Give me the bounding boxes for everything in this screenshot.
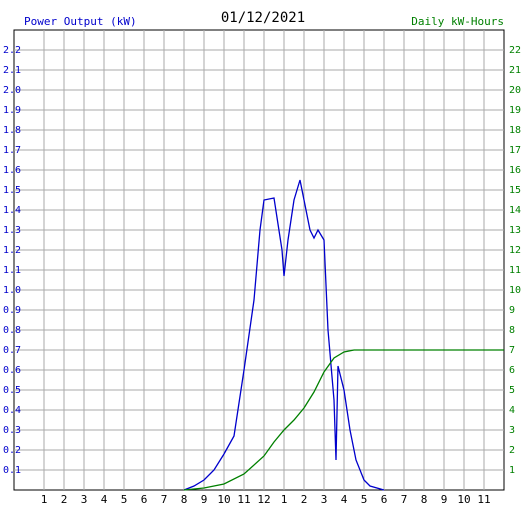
y-tick-label: 0.5 [3, 385, 21, 396]
y2-tick-label: 7 [509, 345, 515, 356]
y-tick-label: 1.3 [3, 225, 21, 236]
x-tick-label: 9 [441, 493, 448, 506]
x-tick-label: 8 [181, 493, 188, 506]
x-tick-label: 7 [401, 493, 408, 506]
x-tick-label: 7 [161, 493, 168, 506]
data-line [183, 349, 504, 491]
y-tick-label: 1.6 [3, 165, 21, 176]
x-tick-label: 3 [321, 493, 328, 506]
x-tick-label: 3 [81, 493, 88, 506]
x-tick-label: 5 [361, 493, 368, 506]
y-tick-label: 0.8 [3, 325, 21, 336]
y2-tick-label: 22 [509, 45, 521, 56]
y2-tick-label: 17 [509, 145, 521, 156]
y2-tick-label: 2 [509, 445, 515, 456]
y-tick-label: 1.0 [3, 285, 21, 296]
y-tick-label: 0.6 [3, 365, 21, 376]
y-tick-label: 2.0 [3, 85, 21, 96]
y2-tick-label: 9 [509, 305, 515, 316]
x-tick-label: 10 [457, 493, 470, 506]
y-axis-label: Power Output (kW) [24, 15, 137, 28]
data-line [183, 179, 385, 491]
x-tick-label: 9 [201, 493, 208, 506]
y-tick-label: 0.4 [3, 405, 21, 416]
y-tick-label: 1.5 [3, 185, 21, 196]
y-tick-label: 0.1 [3, 465, 21, 476]
y2-tick-label: 20 [509, 85, 521, 96]
y2-tick-label: 12 [509, 245, 521, 256]
y2-tick-label: 8 [509, 325, 515, 336]
y-tick-label: 0.3 [3, 425, 21, 436]
x-tick-label: 12 [257, 493, 270, 506]
x-tick-label: 2 [61, 493, 68, 506]
y-tick-label: 2.2 [3, 45, 21, 56]
y2-tick-label: 19 [509, 105, 521, 116]
y-tick-label: 1.9 [3, 105, 21, 116]
y2-tick-label: 14 [509, 205, 521, 216]
x-tick-label: 4 [341, 493, 348, 506]
y2-tick-label: 15 [509, 185, 521, 196]
y-tick-label: 2.1 [3, 65, 21, 76]
x-tick-label: 6 [141, 493, 148, 506]
y2-tick-label: 18 [509, 125, 521, 136]
y-tick-label: 1.8 [3, 125, 21, 136]
y-tick-label: 1.4 [3, 205, 21, 216]
plot-frame [13, 29, 505, 491]
x-tick-label: 1 [41, 493, 48, 506]
x-tick-label: 4 [101, 493, 108, 506]
y-tick-label: 1.7 [3, 145, 21, 156]
y2-tick-label: 11 [509, 265, 521, 276]
chart-title: 01/12/2021 [221, 10, 305, 26]
y2-tick-label: 10 [509, 285, 521, 296]
y-tick-label: 0.9 [3, 305, 21, 316]
y-tick-label: 1.1 [3, 265, 21, 276]
y-tick-label: 1.2 [3, 245, 21, 256]
y2-tick-label: 1 [509, 465, 515, 476]
y2-tick-label: 4 [509, 405, 515, 416]
y2-tick-label: 3 [509, 425, 515, 436]
x-tick-label: 11 [477, 493, 490, 506]
y2-axis-label: Daily kW-Hours [411, 15, 504, 28]
y2-tick-label: 6 [509, 365, 515, 376]
x-tick-label: 6 [381, 493, 388, 506]
y2-tick-label: 16 [509, 165, 521, 176]
y2-tick-label: 5 [509, 385, 515, 396]
y2-tick-label: 13 [509, 225, 521, 236]
x-tick-label: 11 [237, 493, 250, 506]
x-tick-label: 5 [121, 493, 128, 506]
x-tick-label: 1 [281, 493, 288, 506]
x-tick-label: 8 [421, 493, 428, 506]
x-tick-label: 2 [301, 493, 308, 506]
x-tick-label: 10 [217, 493, 230, 506]
y-tick-label: 0.7 [3, 345, 21, 356]
y-tick-label: 0.2 [3, 445, 21, 456]
y2-tick-label: 21 [509, 65, 521, 76]
